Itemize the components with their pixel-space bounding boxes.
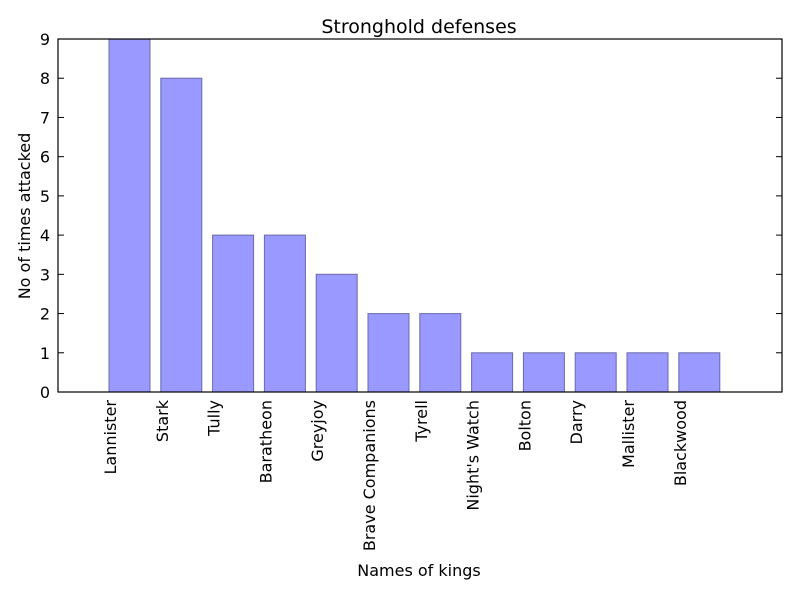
bar (367, 313, 410, 393)
x-tick-label: Darry (567, 400, 586, 444)
y-axis-label: No of times attacked (15, 133, 34, 300)
y-tick-label: 4 (40, 226, 50, 245)
x-tick-label: Greyjoy (308, 400, 327, 462)
x-tick-label: Tyrell (412, 400, 431, 443)
x-tick-label: Stark (153, 399, 172, 442)
bar (160, 77, 203, 393)
x-tick-label: Mallister (619, 400, 638, 468)
bar (212, 234, 255, 393)
y-tick-label: 1 (40, 344, 50, 363)
x-tick-label: Baratheon (256, 400, 275, 483)
x-tick-label: Lannister (101, 400, 120, 475)
x-tick-label: Tully (205, 400, 224, 437)
y-tick-label: 6 (40, 148, 50, 167)
y-tick-label: 5 (40, 187, 50, 206)
x-tick-label: Bolton (515, 400, 534, 451)
bar (522, 352, 565, 393)
bar (263, 234, 306, 393)
bar (419, 313, 462, 393)
chart-title: Stronghold defenses (321, 16, 516, 38)
bar (471, 352, 514, 393)
bar (108, 38, 151, 393)
x-tick-label: Night's Watch (464, 400, 483, 511)
bar (626, 352, 669, 393)
y-tick-label: 3 (40, 265, 50, 284)
y-axis-ticks: 0 1 2 3 4 5 6 7 8 9 (40, 30, 782, 402)
x-axis-label: Names of kings (357, 561, 480, 580)
x-axis-ticks: Lannister Stark Tully Baratheon Greyjoy Brave… (101, 399, 690, 551)
x-tick-label: Brave Companions (360, 400, 379, 551)
y-tick-label: 7 (40, 108, 50, 127)
y-tick-label: 0 (40, 383, 50, 402)
bar (678, 352, 721, 393)
y-tick-label: 8 (40, 69, 50, 88)
y-tick-label: 2 (40, 305, 50, 324)
y-tick-label: 9 (40, 30, 50, 49)
plot-frame (57, 38, 783, 393)
bar (315, 273, 358, 393)
bar (574, 352, 617, 393)
x-tick-label: Blackwood (671, 400, 690, 486)
bars-group (108, 38, 721, 393)
